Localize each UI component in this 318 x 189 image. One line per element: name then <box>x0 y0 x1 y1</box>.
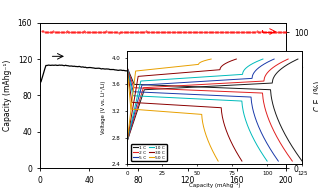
Y-axis label: C.E. (%): C.E. (%) <box>314 80 318 111</box>
Y-axis label: Capacity (mAhg⁻¹): Capacity (mAhg⁻¹) <box>3 60 12 131</box>
Legend: 1 C, 2 C, 5 C, 10 C, 30 C, 50 C: 1 C, 2 C, 5 C, 10 C, 30 C, 50 C <box>131 144 167 161</box>
Y-axis label: Voltage (V vs. Li⁺/Li): Voltage (V vs. Li⁺/Li) <box>101 81 106 134</box>
X-axis label: Capacity (mAhg⁻¹): Capacity (mAhg⁻¹) <box>189 182 240 188</box>
